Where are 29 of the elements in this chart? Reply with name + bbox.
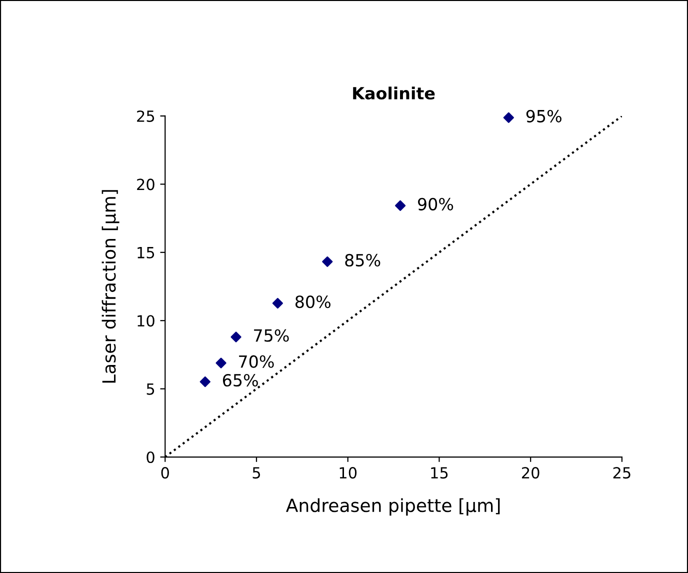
annotation: 85% [345,254,380,267]
x-tick-label: 25 [613,467,630,479]
x-tick-label: 15 [431,467,448,479]
chart-title: Kaolinite [353,86,435,100]
point [230,332,242,342]
x-tick-label: 20 [522,467,540,479]
point [322,256,333,267]
y-axis-title: Laser diffraction [μm] [102,190,120,383]
point [216,358,226,368]
annotation: 80% [295,296,330,308]
x-tick-label: 0 [161,467,169,479]
x-tick-label: 5 [252,467,260,479]
annotation: 75% [254,329,289,342]
y-tick-label: 15 [138,247,154,258]
annotation: 65% [222,374,258,387]
y-tick-label: 25 [137,110,154,122]
annotation: 95% [526,110,562,122]
x-tick-label: 10 [340,467,357,479]
x-axis-title: Andreasen pipette [μm] [286,498,500,516]
annotation: 90% [418,198,454,210]
point [394,200,406,211]
y-tick-label: 10 [138,315,154,327]
y-tick-label: 5 [146,383,154,395]
y-tick-label: 0 [146,451,154,464]
y-tick-label: 20 [137,178,154,190]
point [200,376,210,388]
point [272,298,283,309]
annotation: 70% [239,355,274,368]
point [503,112,514,123]
